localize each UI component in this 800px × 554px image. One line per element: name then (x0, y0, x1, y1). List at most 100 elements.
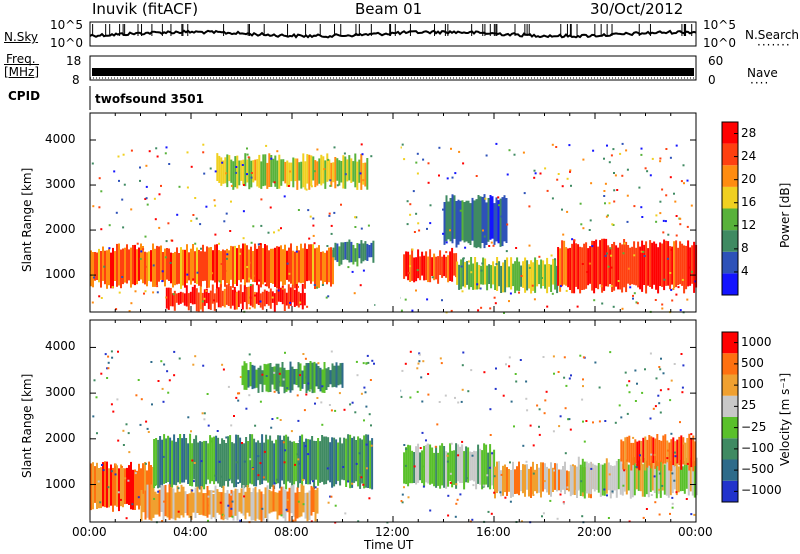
velocity-echo-speckle (509, 500, 512, 503)
power-echo-speckle (202, 151, 205, 154)
power-echo-speckle (312, 234, 315, 237)
velocity-echo-strip (331, 363, 334, 388)
velocity-echo-speckle (233, 415, 235, 417)
velocity-echo-speckle (357, 520, 360, 523)
power-echo-speckle (164, 256, 167, 259)
power-echo-speckle (313, 170, 316, 173)
velocity-echo-strip (514, 469, 516, 494)
power-echo-speckle (415, 212, 418, 215)
power-echo-strip (284, 161, 287, 184)
power-echo-speckle (226, 253, 229, 256)
velocity-echo-speckle (362, 483, 365, 486)
power-colorbar-tick-label: 20 (741, 171, 757, 186)
velocity-echo-strip (241, 443, 244, 488)
velocity-echo-speckle (338, 392, 341, 395)
power-echo-strip (225, 284, 228, 305)
velocity-echo-speckle (330, 495, 333, 498)
velocity-echo-speckle (284, 351, 286, 354)
velocity-echo-strip (160, 484, 163, 512)
power-echo-speckle (413, 231, 416, 233)
power-echo-speckle (153, 197, 156, 200)
velocity-echo-speckle (404, 362, 407, 365)
power-echo-speckle (409, 213, 412, 216)
power-echo-speckle (508, 149, 511, 152)
velocity-echo-strip (644, 436, 647, 471)
power-echo-speckle (234, 290, 237, 293)
power-echo-strip (338, 246, 341, 267)
power-echo-speckle (248, 307, 251, 310)
velocity-echo-speckle (592, 421, 594, 424)
velocity-echo-speckle (127, 432, 130, 435)
velocity-echo-speckle (618, 404, 621, 407)
power-echo-strip (334, 242, 337, 261)
power-echo-strip (262, 154, 265, 187)
velocity-echo-speckle (107, 367, 110, 370)
velocity-echo-strip (174, 492, 177, 521)
power-echo-speckle (666, 257, 669, 260)
date-title: 30/Oct/2012 (590, 0, 684, 18)
power-echo-strip (222, 249, 224, 281)
velocity-echo-strip (195, 435, 198, 487)
velocity-echo-speckle (446, 454, 449, 457)
velocity-echo-speckle (122, 444, 125, 446)
power-echo-speckle (451, 176, 454, 179)
power-echo-speckle (118, 291, 121, 294)
power-echo-strip (567, 248, 570, 288)
velocity-echo-speckle (418, 360, 421, 363)
power-echo-strip (248, 249, 250, 283)
velocity-echo-strip (262, 494, 265, 521)
power-echo-speckle (481, 262, 484, 265)
velocity-echo-speckle (177, 487, 180, 490)
velocity-echo-strip (212, 494, 215, 518)
velocity-echo-strip (169, 437, 172, 488)
power-echo-speckle (476, 283, 479, 286)
velocity-echo-speckle (370, 424, 372, 427)
velocity-echo-strip (177, 438, 180, 483)
power-echo-speckle (113, 170, 116, 173)
velocity-echo-strip (686, 438, 689, 466)
power-echo-speckle (121, 276, 124, 278)
velocity-echo-strip (277, 435, 280, 484)
velocity-echo-speckle (658, 488, 661, 491)
velocity-echo-speckle (403, 486, 405, 489)
power-echo-strip (366, 243, 369, 261)
power-echo-speckle (675, 215, 678, 217)
power-echo-strip (344, 156, 347, 189)
velocity-echo-speckle (314, 486, 317, 489)
power-echo-strip (167, 287, 170, 310)
power-echo-speckle (506, 223, 509, 226)
power-echo-strip (561, 240, 564, 287)
power-echo-strip (122, 248, 124, 285)
power-echo-speckle (677, 286, 680, 289)
velocity-echo-speckle (598, 386, 601, 389)
velocity-echo-strip (281, 439, 284, 481)
power-echo-strip (457, 199, 460, 245)
velocity-echo-strip (122, 468, 124, 508)
power-echo-strip (370, 242, 373, 258)
velocity-echo-speckle (659, 368, 662, 371)
power-echo-strip (260, 243, 262, 288)
power-echo-speckle (640, 206, 643, 209)
power-echo-speckle (144, 265, 147, 268)
velocity-echo-strip (199, 441, 202, 490)
velocity-echo-speckle (230, 424, 233, 427)
power-echo-speckle (230, 184, 233, 187)
power-echo-speckle (613, 189, 616, 192)
power-echo-strip (623, 239, 626, 288)
velocity-echo-strip (215, 435, 218, 482)
power-echo-strip (281, 285, 284, 305)
velocity-echo-speckle (241, 442, 243, 444)
velocity-echo-strip (339, 437, 342, 486)
power-echo-speckle (427, 181, 430, 184)
power-echo-speckle (429, 222, 432, 225)
power-echo-speckle (310, 185, 313, 188)
power-echo-speckle (411, 309, 414, 312)
velocity-echo-strip (587, 463, 590, 494)
power-echo-speckle (344, 173, 347, 176)
velocity-echo-strip (110, 464, 112, 506)
power-echo-strip (338, 160, 341, 186)
velocity-echo-strip (673, 464, 676, 490)
power-echo-strip (587, 248, 590, 286)
power-ytick-label: 1000 (45, 267, 76, 282)
power-echo-speckle (497, 196, 500, 199)
